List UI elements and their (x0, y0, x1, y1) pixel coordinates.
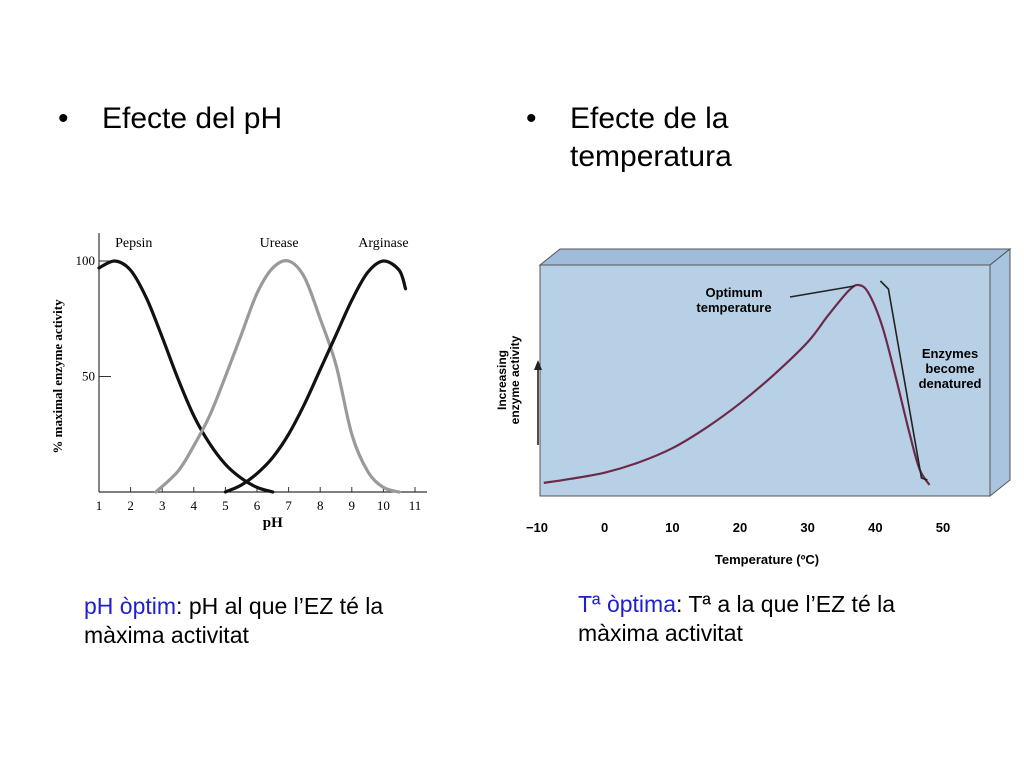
ph-x-tick-label: 3 (159, 498, 166, 513)
temp-x-tick-label: 10 (665, 520, 679, 535)
ph-series-pepsin (97, 259, 275, 494)
temp-optimum-caption: Tª òptima: Tª a la que l’EZ té la màxima… (578, 590, 898, 648)
temp-y-axis-label-line1: Increasing (495, 350, 509, 410)
temp-x-tick-label: −10 (526, 520, 548, 535)
denatured-annotation-line2: become (925, 361, 974, 376)
temperature-activity-chart: −10 0 10 20 30 40 50 Temperature (ºC) Increasing… (495, 247, 1012, 567)
temp-x-tick-label: 0 (601, 520, 608, 535)
temp-panel-side (989, 247, 1011, 498)
temp-panel-top (538, 248, 1012, 266)
temp-y-arrow-head (534, 360, 542, 370)
temp-x-tick-label: 40 (868, 520, 882, 535)
denatured-bracket (879, 280, 928, 481)
heading-temperature-effect: • Efecte de la temperatura (526, 100, 830, 176)
temp-optimum-term: Tª òptima (578, 591, 676, 617)
ph-optimum-definition: : pH al que l’EZ té la màxima activitat (84, 593, 384, 648)
heading-ph-effect: • Efecte del pH (58, 100, 283, 138)
ph-x-tick-label: 6 (254, 498, 261, 513)
bullet-dot: • (526, 102, 537, 135)
ph-x-tick-label: 11 (409, 498, 422, 513)
heading-temperature-text: Efecte de la temperatura (570, 102, 732, 173)
temp-text-group: −10 0 10 20 30 40 50 Temperature (ºC) Increasing… (495, 285, 981, 567)
temp-y-axis-label-line2: enzyme activity (508, 335, 522, 424)
ph-x-tick-label: 9 (349, 498, 356, 513)
ph-x-tick-label: 4 (191, 498, 198, 513)
denatured-annotation-line3: denatured (919, 376, 982, 391)
temp-x-tick-label: 50 (936, 520, 950, 535)
ph-x-tick-label: 10 (377, 498, 390, 513)
ph-x-axis-label: pH (263, 515, 283, 531)
temp-optimum-definition: : Tª a la que l’EZ té la màxima activita… (578, 591, 896, 646)
temp-x-axis-label: Temperature (ºC) (715, 552, 819, 567)
ph-series-arginase (223, 259, 408, 494)
ph-y-tick-label: 50 (82, 369, 95, 384)
temp-series-curve (543, 283, 931, 486)
denatured-annotation-line1: Enzymes (922, 346, 978, 361)
ph-x-tick-label: 7 (285, 498, 292, 513)
ph-activity-chart: 1 2 3 4 5 6 7 8 9 10 11 50 100 pH % maximal enzyme act… (50, 233, 427, 531)
ph-x-tick-label: 5 (222, 498, 229, 513)
optimum-leader-line (789, 285, 855, 298)
ph-optimum-term: pH òptim (84, 593, 177, 619)
temp-x-tick-label: 30 (800, 520, 814, 535)
heading-ph-text: Efecte del pH (102, 102, 283, 135)
temp-series-group (543, 280, 931, 486)
ph-x-tick-label: 1 (96, 498, 103, 513)
ph-x-tick-label: 8 (317, 498, 324, 513)
ph-optimum-caption: pH òptim: pH al que l’EZ té la màxima ac… (84, 592, 444, 650)
temp-x-tick-label: 20 (733, 520, 747, 535)
ph-series-label-arginase: Arginase (358, 236, 408, 251)
ph-axes (98, 233, 427, 493)
bullet-dot: • (58, 102, 69, 135)
ph-x-tick-label: 2 (127, 498, 134, 513)
ph-series-group (97, 259, 408, 494)
optimum-annotation-line2: temperature (696, 300, 771, 315)
optimum-annotation-line1: Optimum (705, 285, 762, 300)
ph-y-tick-label: 100 (76, 253, 96, 268)
ph-series-label-urease: Urease (260, 236, 299, 251)
ph-series-urease (154, 259, 401, 494)
ph-text-group: 1 2 3 4 5 6 7 8 9 10 11 50 100 pH % maximal enzyme act… (50, 236, 421, 531)
ph-y-axis-label: % maximal enzyme activity (50, 299, 65, 454)
ph-series-label-pepsin: Pepsin (115, 236, 152, 251)
